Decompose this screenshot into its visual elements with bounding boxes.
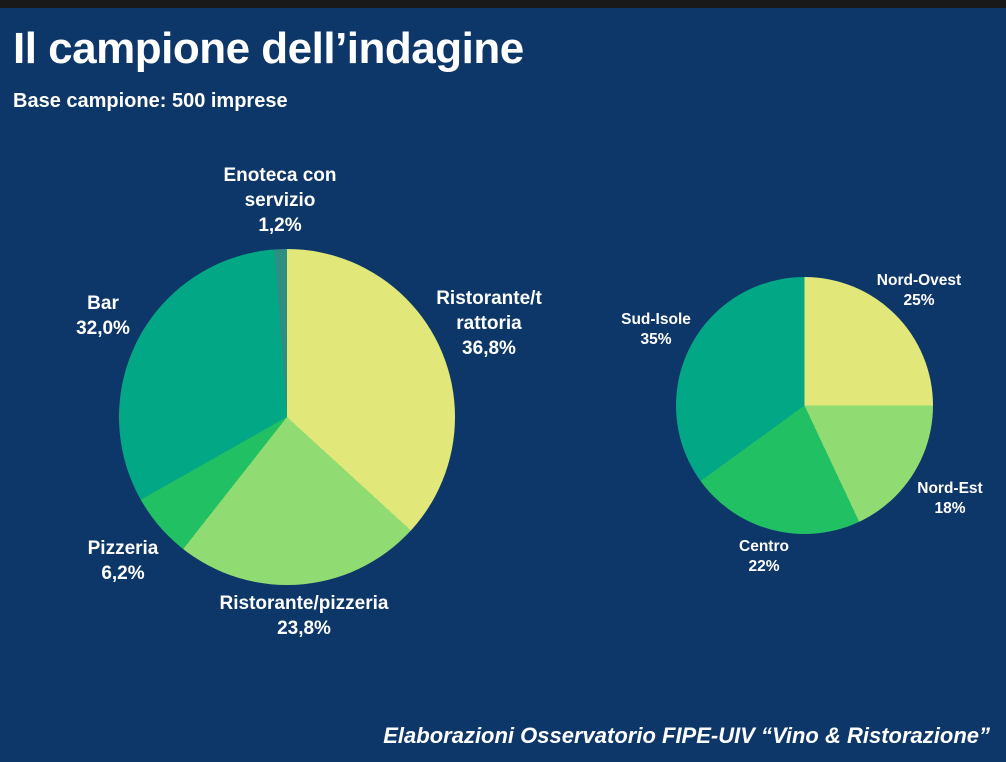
pie-label-sud-isole: Sud-Isole 35% (621, 310, 691, 350)
label-value: 1,2% (258, 215, 302, 236)
pie-label-enoteca-con-servizio: Enoteca con servizio 1,2% (224, 163, 337, 238)
label-value: 6,2% (101, 563, 145, 584)
label-value: 22% (748, 558, 780, 575)
pie-chart-business-type (119, 249, 455, 585)
page-title: Il campione dell’indagine (13, 24, 524, 73)
label-value: 36,8% (462, 338, 516, 359)
label-line: Centro (739, 538, 789, 555)
label-line: Enoteca con (223, 165, 337, 186)
pie-label-centro: Centro 22% (739, 537, 789, 577)
pie-label-ristorante-trattoria: Ristorante/t rattoria 36,8% (436, 286, 542, 361)
label-line: Sud-Isole (621, 311, 691, 328)
label-line: rattoria (456, 313, 522, 334)
label-line: Pizzeria (87, 538, 159, 559)
sample-base-subtitle: Base campione: 500 imprese (13, 90, 288, 112)
label-value: 32,0% (76, 318, 130, 339)
footer-credit: Elaborazioni Osservatorio FIPE-UIV “Vino… (383, 723, 990, 748)
label-line: Nord-Ovest (876, 272, 962, 289)
pie-label-nord-ovest: Nord-Ovest 25% (877, 271, 961, 311)
label-line: Bar (87, 293, 119, 314)
label-line: Nord-Est (917, 480, 983, 497)
pie-label-bar: Bar 32,0% (76, 291, 130, 341)
pie-chart-geography (676, 277, 933, 534)
label-line: servizio (244, 190, 316, 211)
label-value: 18% (934, 500, 966, 517)
label-line: Ristorante/t (436, 288, 542, 309)
label-value: 23,8% (277, 618, 331, 639)
label-line: Ristorante/pizzeria (219, 593, 389, 614)
pie-label-nord-est: Nord-Est 18% (917, 479, 982, 519)
top-bar (0, 0, 1006, 8)
pie-label-pizzeria: Pizzeria 6,2% (88, 536, 159, 586)
pie-label-ristorante-pizzeria: Ristorante/pizzeria 23,8% (220, 591, 389, 641)
label-value: 25% (903, 292, 935, 309)
label-value: 35% (640, 331, 672, 348)
